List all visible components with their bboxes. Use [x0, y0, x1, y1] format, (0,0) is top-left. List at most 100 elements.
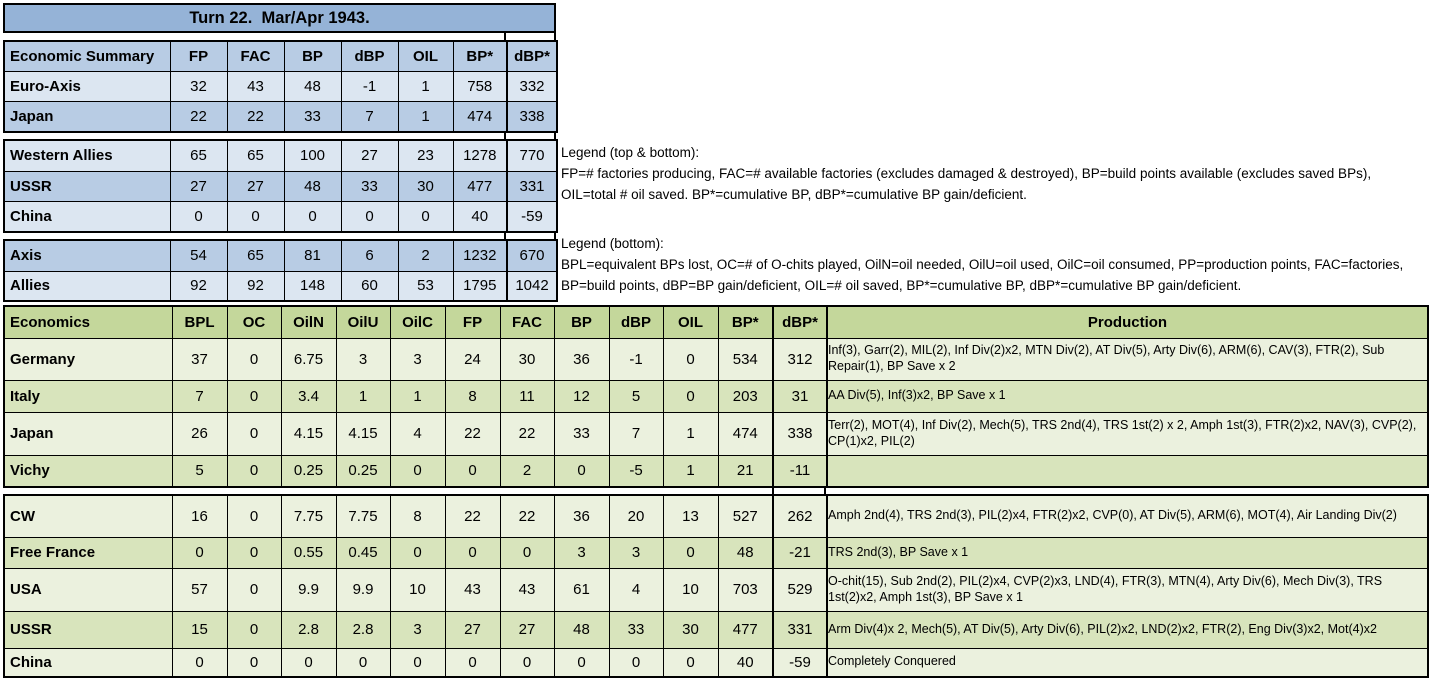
value-cell: -59: [772, 647, 828, 678]
row-label: USSR: [3, 170, 171, 202]
column-header: OilU: [335, 305, 391, 339]
value-cell: 22: [169, 100, 228, 133]
column-header: Economics: [3, 305, 173, 339]
value-cell: 21: [717, 454, 774, 488]
value-cell: 7: [340, 100, 399, 133]
value-cell: 53: [397, 270, 454, 302]
border-stub: [554, 231, 556, 239]
row-label: China: [3, 200, 171, 233]
value-cell: 8: [444, 379, 501, 413]
value-cell: 36: [553, 337, 610, 381]
value-cell: 3: [389, 610, 446, 649]
production-cell: Inf(3), Garr(2), MIL(2), Inf Div(2)x2, M…: [826, 337, 1429, 381]
economics-section-1: Economics BPL OC OilN OilU OilC FP FAC BP dBP OIL B…: [3, 305, 1429, 488]
row-label: Italy: [3, 379, 173, 413]
value-cell: 0: [499, 536, 555, 569]
border-stub: [504, 31, 506, 40]
value-cell: 338: [506, 100, 558, 133]
value-cell: 0: [389, 536, 446, 569]
value-cell: 0: [226, 379, 282, 413]
value-cell: 36: [553, 494, 610, 538]
value-cell: 43: [499, 567, 555, 612]
value-cell: 22: [499, 411, 555, 456]
value-cell: 15: [171, 610, 228, 649]
border-stub: [554, 31, 556, 40]
value-cell: 12: [553, 379, 610, 413]
value-cell: 770: [506, 139, 558, 172]
value-cell: 338: [772, 411, 828, 456]
value-cell: 27: [226, 170, 285, 202]
table-row: Germany 37 0 6.75 3 3 24 30 36 -1 0 534 312 Inf(3), G…: [3, 337, 1429, 381]
value-cell: 1278: [452, 139, 508, 172]
legend-title: Legend (top & bottom):: [561, 145, 700, 160]
value-cell: 60: [340, 270, 399, 302]
value-cell: 1: [662, 411, 719, 456]
row-label: China: [3, 647, 173, 678]
value-cell: 13: [662, 494, 719, 538]
column-header: BP: [553, 305, 610, 339]
value-cell: 527: [717, 494, 774, 538]
row-label: USSR: [3, 610, 173, 649]
value-cell: 0: [280, 647, 337, 678]
value-cell: 33: [608, 610, 664, 649]
value-cell: 22: [226, 100, 285, 133]
value-cell: 2.8: [280, 610, 337, 649]
value-cell: 0: [444, 454, 501, 488]
value-cell: 758: [452, 70, 508, 102]
value-cell: 11: [499, 379, 555, 413]
column-header: Economic Summary: [3, 40, 171, 72]
value-cell: 0: [662, 647, 719, 678]
value-cell: 40: [452, 200, 508, 233]
value-cell: 6: [340, 239, 399, 272]
row-label: CW: [3, 494, 173, 538]
header-row: Economic Summary FP FAC BP dBP OIL BP* dBP*: [3, 40, 558, 72]
value-cell: 0: [226, 567, 282, 612]
column-header: BP: [283, 40, 342, 72]
value-cell: 43: [444, 567, 501, 612]
value-cell: 529: [772, 567, 828, 612]
row-label: Japan: [3, 411, 173, 456]
value-cell: 3: [553, 536, 610, 569]
value-cell: 0: [444, 536, 501, 569]
border-stub: [504, 131, 506, 139]
value-cell: 9.9: [335, 567, 391, 612]
value-cell: 312: [772, 337, 828, 381]
value-cell: 703: [717, 567, 774, 612]
value-cell: 0.45: [335, 536, 391, 569]
legend-title: Legend (bottom):: [561, 236, 664, 251]
value-cell: -11: [772, 454, 828, 488]
column-header: Production: [826, 305, 1429, 339]
column-header: OilC: [389, 305, 446, 339]
value-cell: 30: [662, 610, 719, 649]
value-cell: 4: [389, 411, 446, 456]
economic-summary-section-1: Economic Summary FP FAC BP dBP OIL BP* dBP* Euro…: [3, 40, 558, 133]
value-cell: 0: [226, 536, 282, 569]
value-cell: 0: [226, 337, 282, 381]
value-cell: 54: [169, 239, 228, 272]
value-cell: 6.75: [280, 337, 337, 381]
value-cell: 40: [717, 647, 774, 678]
value-cell: 0: [283, 200, 342, 233]
table-row: Euro-Axis 32 43 48 -1 1 758 332: [3, 70, 558, 102]
value-cell: 92: [169, 270, 228, 302]
table-row: USSR 15 0 2.8 2.8 3 27 27 48 33 30 477 331 Arm Div(4)…: [3, 610, 1429, 649]
value-cell: 203: [717, 379, 774, 413]
value-cell: 27: [499, 610, 555, 649]
value-cell: 100: [283, 139, 342, 172]
column-header: FP: [444, 305, 501, 339]
turn-title-banner: Turn 22. Mar/Apr 1943.: [3, 3, 556, 33]
value-cell: 1: [335, 379, 391, 413]
table-row: Free France 0 0 0.55 0.45 0 0 0 3 3 0 48 -21 TRS 2nd(…: [3, 536, 1429, 569]
value-cell: 1: [397, 70, 454, 102]
value-cell: -5: [608, 454, 664, 488]
value-cell: 48: [717, 536, 774, 569]
value-cell: 0: [397, 200, 454, 233]
value-cell: 8: [389, 494, 446, 538]
production-cell: Terr(2), MOT(4), Inf Div(2), Mech(5), TR…: [826, 411, 1429, 456]
value-cell: 92: [226, 270, 285, 302]
value-cell: 4.15: [280, 411, 337, 456]
row-label: Vichy: [3, 454, 173, 488]
row-label: Japan: [3, 100, 171, 133]
value-cell: 7.75: [335, 494, 391, 538]
value-cell: 4: [608, 567, 664, 612]
